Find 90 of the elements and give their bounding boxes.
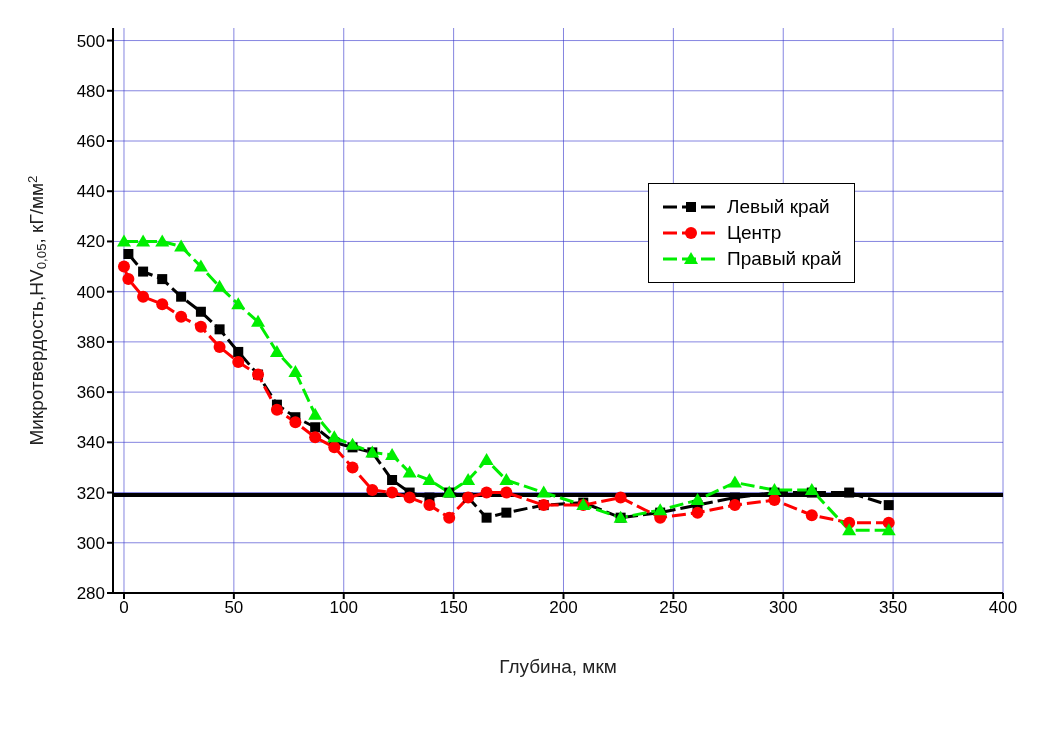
x-tick-label: 0 [119, 598, 129, 618]
x-tick-label: 350 [878, 598, 908, 618]
y-tick-label: 360 [76, 383, 105, 403]
y-tick-label: 420 [76, 232, 105, 252]
point [156, 298, 169, 311]
point [194, 320, 207, 333]
y-tick-label: 300 [76, 533, 105, 553]
x-tick-label: 200 [549, 598, 578, 618]
x-axis-title: Глубина, мкм [499, 656, 617, 677]
point [328, 441, 341, 454]
point [844, 487, 855, 498]
point [176, 291, 187, 302]
point [422, 473, 437, 485]
point [479, 452, 494, 465]
y-tick-label: 480 [76, 81, 105, 101]
point [842, 523, 857, 536]
point [480, 486, 493, 499]
x-tick-label: 100 [329, 598, 358, 618]
point [536, 485, 551, 498]
point [213, 340, 226, 353]
point [193, 259, 208, 272]
point [653, 503, 668, 516]
point [270, 403, 283, 416]
point [137, 290, 150, 303]
x-tick-label: 250 [659, 598, 688, 618]
point [289, 416, 302, 429]
point [233, 346, 244, 357]
y-tick-label: 460 [76, 132, 105, 152]
point [327, 430, 342, 443]
point [499, 473, 514, 485]
point [691, 506, 704, 519]
point [122, 273, 135, 286]
point [366, 484, 379, 497]
point [690, 493, 705, 506]
point [386, 486, 399, 499]
point [345, 437, 360, 450]
point [116, 234, 131, 247]
point [174, 239, 189, 252]
y-tick-label: 280 [76, 584, 105, 604]
x-tick-label: 400 [988, 598, 1018, 618]
point [212, 279, 227, 292]
point [614, 491, 627, 504]
point [385, 447, 400, 460]
y-tick-label: 320 [76, 483, 105, 503]
y-tick-label: 500 [76, 31, 105, 51]
point [309, 431, 322, 444]
y-tick-label: 380 [76, 332, 105, 352]
point [195, 306, 206, 317]
point [402, 465, 417, 478]
point [308, 407, 323, 420]
point [727, 475, 742, 488]
point [728, 499, 741, 512]
point [269, 344, 284, 357]
point [251, 314, 266, 327]
point [157, 274, 168, 285]
point [804, 483, 819, 496]
point [443, 511, 456, 524]
point [231, 297, 246, 310]
legend-label: Правый край [727, 248, 842, 270]
x-tick-label: 50 [224, 598, 244, 618]
point [155, 234, 170, 247]
point [768, 494, 781, 507]
x-tick-label: 300 [769, 598, 798, 618]
point [501, 507, 512, 518]
point [310, 422, 321, 433]
point [883, 500, 894, 511]
point [346, 461, 359, 474]
legend-label: Левый край [727, 196, 830, 218]
point [461, 473, 476, 485]
y-tick-label: 400 [76, 282, 105, 302]
point [387, 475, 398, 485]
point [232, 355, 245, 368]
legend-label: Центр [727, 222, 782, 244]
point [214, 324, 225, 335]
y-tick-label: 440 [76, 182, 105, 202]
point [288, 365, 303, 378]
point [175, 310, 188, 323]
point [767, 483, 782, 496]
x-tick-label: 150 [439, 598, 468, 618]
point [136, 234, 151, 247]
point [138, 266, 149, 277]
point [123, 249, 134, 259]
point [881, 523, 896, 536]
y-tick-label: 340 [76, 433, 105, 453]
point [500, 486, 513, 499]
point [423, 499, 436, 512]
point [403, 491, 416, 504]
point [805, 509, 818, 522]
point [481, 512, 492, 523]
point [117, 260, 130, 273]
